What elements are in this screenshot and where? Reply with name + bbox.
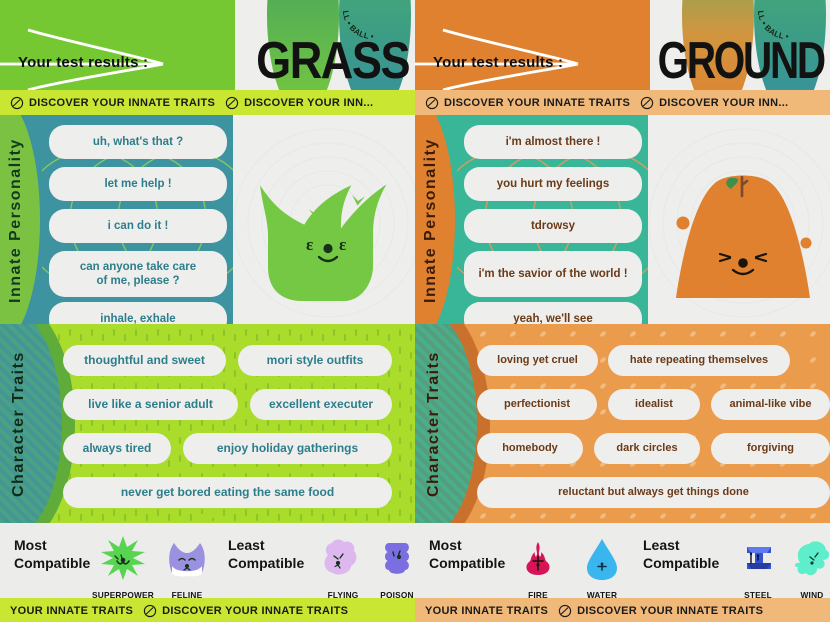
- svg-text:ε: ε: [306, 235, 313, 254]
- svg-text:ε: ε: [339, 235, 346, 254]
